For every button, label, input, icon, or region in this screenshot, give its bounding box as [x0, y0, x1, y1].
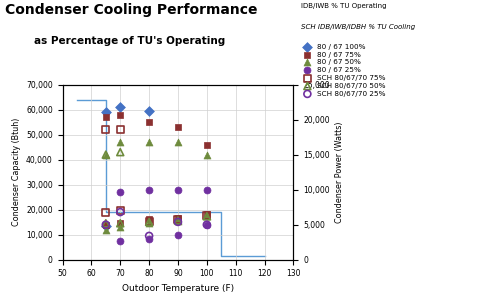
Point: [145, 108, 153, 113]
Point: [203, 214, 210, 219]
Point: [174, 218, 181, 223]
Point: [116, 221, 124, 226]
Point: [116, 221, 124, 226]
Text: Condenser Cooling Performance: Condenser Cooling Performance: [5, 3, 257, 17]
Point: [203, 212, 210, 217]
Point: [102, 110, 109, 114]
Point: [116, 127, 124, 132]
Legend: 80 / 67 100%, 80 / 67 75%, 80 / 67 50%, 80 / 67 25%, SCH 80/67/70 75%, SCH 80/67: 80 / 67 100%, 80 / 67 75%, 80 / 67 50%, …: [299, 43, 385, 98]
Text: IDB/IWB % TU Operating: IDB/IWB % TU Operating: [300, 3, 385, 9]
Point: [116, 150, 124, 155]
Point: [203, 214, 210, 219]
Point: [116, 238, 124, 243]
Point: [102, 222, 109, 227]
Point: [174, 220, 181, 224]
Point: [145, 236, 153, 241]
Point: [203, 142, 210, 147]
Point: [116, 224, 124, 229]
Point: [116, 190, 124, 194]
Point: [102, 210, 109, 214]
Point: [174, 215, 181, 220]
Point: [174, 140, 181, 145]
Point: [203, 222, 210, 227]
Point: [102, 115, 109, 120]
Point: [174, 217, 181, 221]
Point: [145, 187, 153, 192]
Point: [102, 224, 109, 229]
Point: [174, 219, 181, 223]
Point: [145, 217, 153, 221]
Point: [116, 105, 124, 110]
Point: [102, 152, 109, 157]
Point: [116, 210, 124, 214]
Point: [203, 213, 210, 218]
Point: [102, 227, 109, 232]
Y-axis label: Condenser Power (Watts): Condenser Power (Watts): [335, 121, 344, 223]
Point: [174, 125, 181, 130]
Text: as Percentage of TU's Operating: as Percentage of TU's Operating: [34, 36, 225, 46]
Point: [174, 233, 181, 238]
Point: [145, 233, 153, 238]
Point: [145, 220, 153, 224]
Text: SCH IDB/IWB/IDBH % TU Cooling: SCH IDB/IWB/IDBH % TU Cooling: [300, 24, 414, 30]
Point: [102, 222, 109, 227]
Point: [102, 127, 109, 132]
Point: [145, 220, 153, 225]
Point: [174, 187, 181, 192]
Point: [203, 222, 210, 227]
X-axis label: Outdoor Temperature (F): Outdoor Temperature (F): [121, 284, 234, 293]
Point: [203, 187, 210, 192]
Point: [145, 220, 153, 224]
Point: [145, 120, 153, 124]
Y-axis label: Condenser Capacity (Btuh): Condenser Capacity (Btuh): [12, 118, 21, 226]
Point: [102, 152, 109, 157]
Point: [102, 221, 109, 226]
Point: [116, 140, 124, 145]
Point: [203, 152, 210, 157]
Point: [145, 140, 153, 145]
Point: [116, 112, 124, 117]
Point: [116, 208, 124, 213]
